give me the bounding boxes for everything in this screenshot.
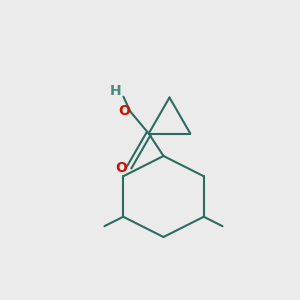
Text: H: H bbox=[110, 84, 122, 98]
Text: O: O bbox=[115, 161, 127, 175]
Text: O: O bbox=[118, 104, 130, 118]
